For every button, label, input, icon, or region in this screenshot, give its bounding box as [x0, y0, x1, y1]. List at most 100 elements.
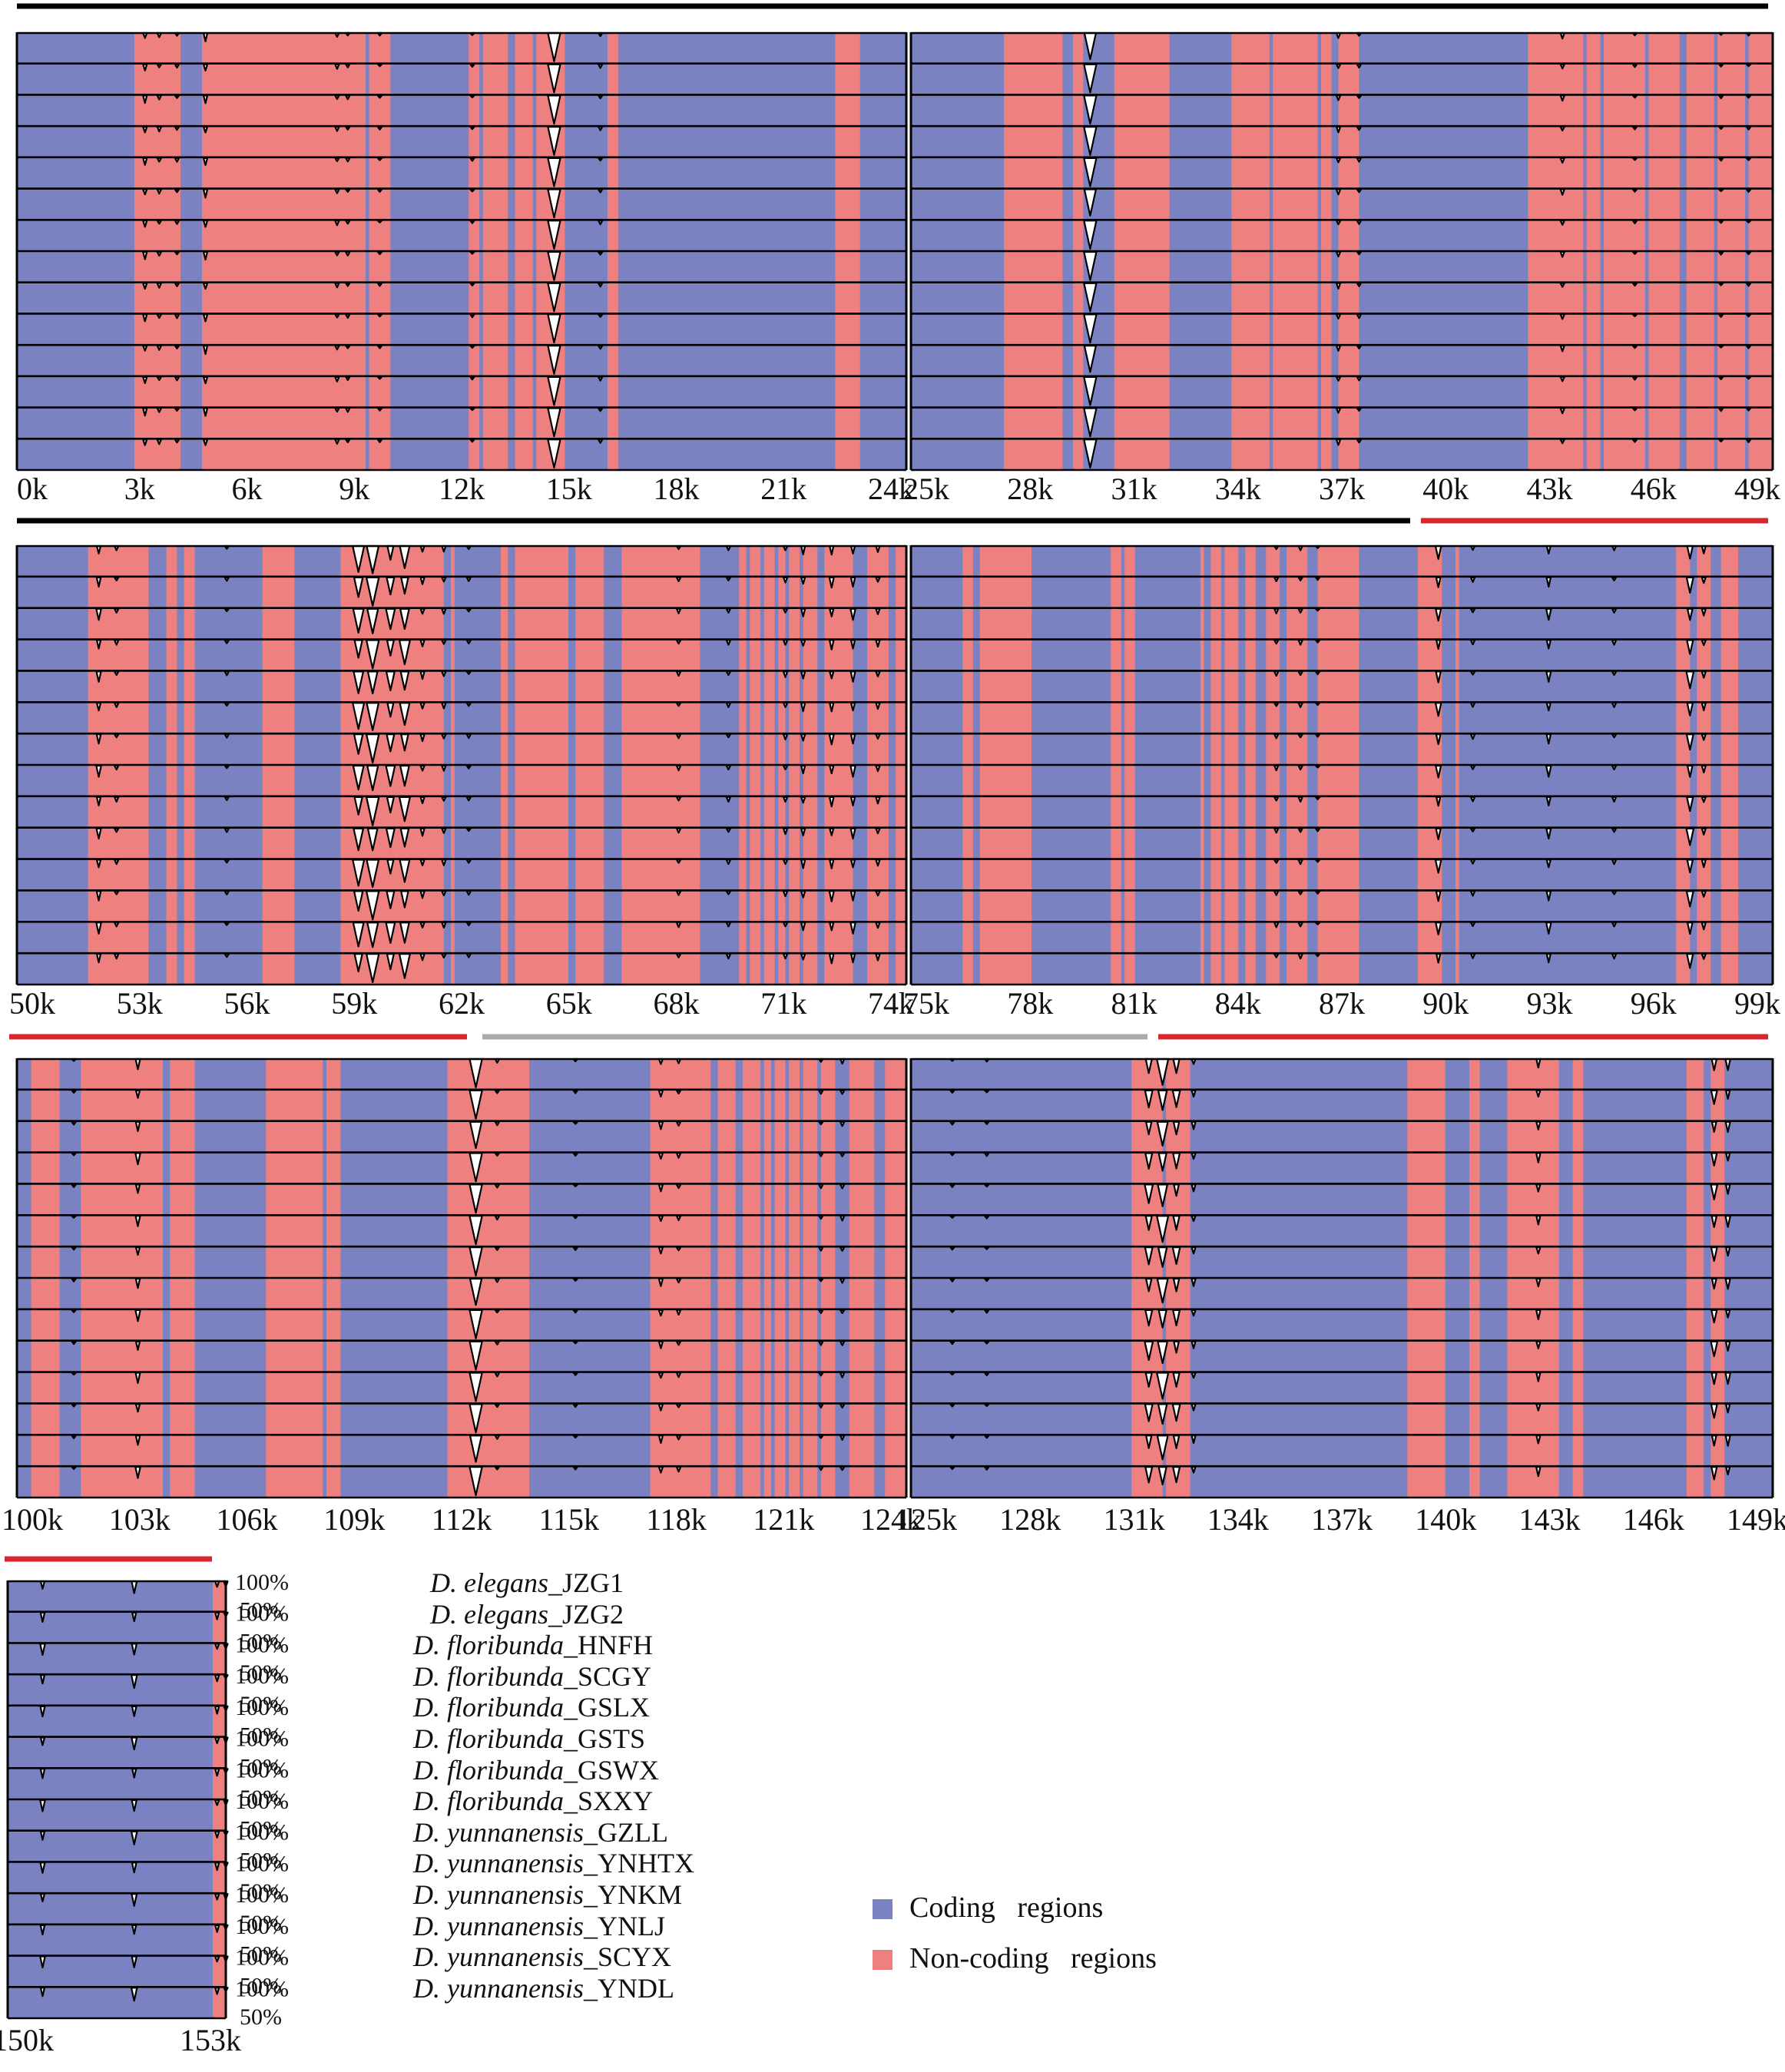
identity-dip-p3-t7-14 — [829, 764, 835, 775]
identity-dip-p2-t3-1 — [1335, 126, 1342, 134]
y-label-100-8: 100% — [235, 1820, 289, 1845]
identity-dip-p4-t12-1 — [1297, 922, 1303, 928]
identity-dip-p1-t8-4 — [334, 282, 340, 289]
identity-dip-p6-t1-6 — [1535, 1089, 1542, 1098]
identity-dip-p1-t12-4 — [334, 407, 340, 413]
identity-dip-p1-t12-6 — [376, 407, 383, 412]
identity-dip-p4-t1-0 — [1273, 576, 1280, 583]
sequence-label-sample: _GSLX — [564, 1692, 651, 1723]
identity-dip-p2-t1-0 — [1083, 63, 1098, 94]
identity-dip-p6-t2-5 — [1191, 1120, 1197, 1130]
identity-dip-p3-t4-3 — [353, 670, 365, 694]
identity-dip-p3-t11-13 — [800, 890, 806, 899]
sequence-label-sample: _HNFH — [564, 1630, 654, 1661]
y-label-50-2: 50% — [240, 1660, 282, 1686]
identity-dip-p2-t4-4 — [1631, 157, 1638, 161]
identity-dip-p2-t4-2 — [1356, 157, 1363, 163]
identity-dip-p5-t9-8 — [840, 1340, 846, 1346]
identity-dip-p2-t13-5 — [1718, 439, 1724, 443]
identity-dip-p2-t1-4 — [1631, 63, 1638, 68]
identity-dip-p3-t4-11 — [725, 670, 731, 677]
identity-dip-p5-t13-0 — [71, 1466, 77, 1470]
identity-dip-p6-t5-0 — [949, 1215, 955, 1219]
identity-dip-p7-t13-1 — [130, 1987, 138, 2002]
identity-dip-p6-t12-0 — [949, 1435, 955, 1440]
identity-dip-p1-t8-6 — [376, 282, 383, 287]
identity-dip-p6-t5-2 — [1144, 1215, 1153, 1231]
identity-dip-p1-t12-1 — [156, 407, 162, 413]
identity-dip-p3-t12-12 — [782, 922, 789, 928]
identity-dip-p2-t8-2 — [1356, 282, 1363, 287]
identity-dip-p3-t12-11 — [725, 922, 731, 928]
identity-dip-p4-t5-8 — [1701, 702, 1707, 712]
y-label-100-0: 100% — [235, 1570, 289, 1595]
identity-dip-p3-t7-6 — [399, 764, 410, 787]
identity-dip-p6-t9-4 — [1173, 1340, 1180, 1354]
identity-dip-p5-t4-7 — [818, 1183, 824, 1190]
identity-dip-p3-t7-9 — [465, 764, 472, 770]
identity-dip-p5-t4-6 — [675, 1183, 682, 1190]
x-tick-label-p7-0: 150k — [0, 2023, 54, 2057]
identity-dip-p4-t12-6 — [1611, 922, 1618, 928]
identity-dip-p7-t12-2 — [214, 1955, 220, 1963]
x-tick-label-p3-1: 53k — [117, 986, 163, 1021]
identity-dip-p5-t6-1 — [134, 1246, 141, 1256]
identity-dip-p5-t5-1 — [134, 1215, 141, 1227]
identity-dip-p5-t5-6 — [675, 1215, 682, 1221]
identity-dip-p3-t11-16 — [875, 890, 881, 897]
identity-dip-p3-t3-2 — [224, 639, 230, 644]
identity-dip-p4-t11-7 — [1685, 890, 1694, 908]
identity-dip-p2-t13-1 — [1335, 439, 1342, 446]
identity-dip-p5-t5-3 — [494, 1215, 500, 1221]
y-label-50-6: 50% — [240, 1786, 282, 1811]
sequence-label: D. floribunda_SXXY — [413, 1785, 653, 1817]
legend-noncoding: Non-coding regions — [873, 1941, 1157, 1975]
identity-dip-p4-t6-8 — [1701, 733, 1707, 741]
identity-dip-p5-t6-0 — [71, 1246, 77, 1251]
identity-dip-p1-t3-6 — [376, 126, 383, 131]
identity-dip-p3-t2-12 — [782, 607, 789, 614]
x-tick-label-p3-7: 71k — [760, 986, 806, 1021]
identity-dip-p3-t5-2 — [224, 702, 230, 707]
x-tick-label-p2-6: 43k — [1527, 472, 1573, 506]
identity-dip-p1-t5-1 — [156, 188, 162, 195]
identity-dip-p6-t12-2 — [1144, 1435, 1153, 1449]
identity-dip-p6-t12-8 — [1724, 1435, 1731, 1447]
identity-dip-p6-t1-7 — [1710, 1089, 1718, 1105]
identity-dip-p4-t8-8 — [1701, 796, 1707, 803]
identity-dip-p4-t6-4 — [1469, 733, 1476, 740]
identity-dip-p4-t7-7 — [1686, 764, 1694, 778]
identity-dip-p3-t10-15 — [849, 859, 856, 869]
identity-dip-p3-t7-0 — [95, 764, 102, 778]
identity-dip-p3-t7-15 — [849, 764, 856, 778]
identity-dip-p6-t10-4 — [1172, 1372, 1181, 1388]
identity-dip-p3-t1-12 — [782, 576, 789, 584]
identity-dip-p1-t3-9 — [598, 126, 604, 131]
identity-dip-p3-t7-8 — [441, 764, 447, 772]
identity-dip-p2-t10-6 — [1745, 345, 1752, 349]
x-tick-label-p3-6: 68k — [654, 986, 700, 1021]
identity-dip-p6-t13-8 — [1725, 1466, 1731, 1476]
y-label-50-11: 50% — [240, 1942, 282, 1968]
identity-dip-p4-t3-8 — [1701, 639, 1707, 647]
identity-dip-p4-t10-8 — [1701, 859, 1707, 869]
identity-dip-p2-t4-6 — [1745, 157, 1752, 161]
identity-dip-p6-t13-3 — [1157, 1466, 1167, 1486]
identity-dip-p1-t2-6 — [376, 94, 383, 99]
identity-dip-p5-t3-0 — [71, 1152, 77, 1157]
identity-dip-p3-t3-11 — [725, 639, 731, 646]
identity-dip-p3-t9-4 — [366, 827, 379, 852]
identity-dip-p2-t9-5 — [1718, 313, 1724, 318]
legend-coding: Coding regions — [873, 1891, 1103, 1925]
identity-dip-p7-t6-0 — [39, 1768, 46, 1779]
identity-dip-p3-t4-12 — [782, 670, 789, 678]
x-tick-label-p2-1: 28k — [1007, 472, 1053, 506]
identity-dip-p3-t1-8 — [441, 576, 447, 583]
identity-dip-p5-t7-3 — [494, 1277, 500, 1283]
identity-dip-p6-t4-6 — [1535, 1183, 1542, 1193]
identity-dip-p3-t8-2 — [224, 796, 230, 802]
identity-dip-p2-t8-0 — [1083, 282, 1098, 313]
identity-dip-p2-t5-0 — [1083, 188, 1097, 217]
identity-dip-p6-t6-1 — [984, 1246, 990, 1250]
identity-dip-p6-t12-5 — [1191, 1435, 1197, 1445]
